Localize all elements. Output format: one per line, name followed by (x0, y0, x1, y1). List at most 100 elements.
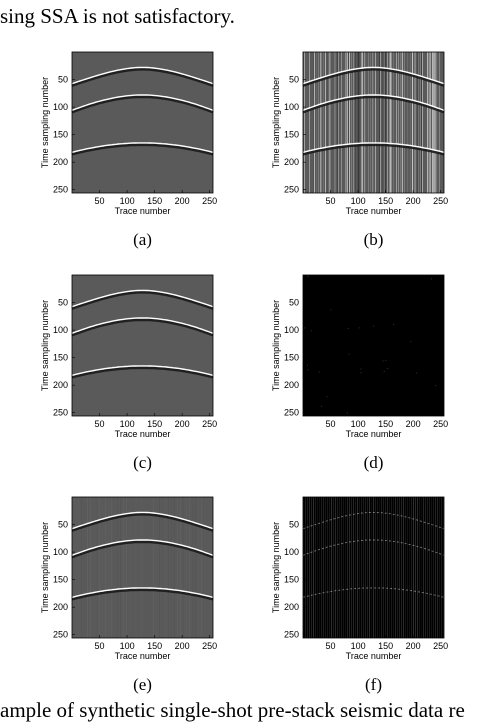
event-shadow (71, 68, 214, 87)
residual-trace (365, 497, 366, 638)
residual-trace (180, 497, 181, 638)
residual-trace (431, 497, 432, 638)
seismic-image-d: 50 100 150 200 250 50 100 150 200 250 Trace number… (271, 274, 448, 439)
residual-trace (357, 497, 358, 638)
noise-trace (410, 52, 411, 193)
reflection-event-1 (71, 66, 214, 85)
figure-panel-e: 50 100 150 200 250 50 100 150 200 250 Trace number… (36, 496, 276, 707)
y-tick-label: 200 (284, 602, 299, 612)
y-tick-label: 250 (53, 630, 68, 640)
y-tick-label: 50 (58, 298, 68, 308)
noise-trace (308, 52, 309, 193)
residual-trace (437, 497, 438, 638)
residual-trace (307, 497, 308, 638)
plot-frame (71, 274, 214, 417)
noise-trace (372, 52, 373, 193)
residual-trace (75, 497, 76, 638)
residual-speck (430, 278, 432, 280)
y-tick-label: 50 (289, 520, 299, 530)
residual-trace (141, 497, 142, 638)
noise-trace (370, 52, 371, 193)
noise-trace (434, 52, 435, 193)
residual-trace (347, 497, 348, 638)
reflection-event-2 (71, 94, 214, 111)
residual-trace (399, 497, 400, 638)
event-shadow (71, 588, 214, 601)
seismic-image-f: 50 100 150 200 250 50 100 150 200 250 Trace number… (271, 496, 448, 661)
noise-trace (422, 52, 423, 193)
residual-trace (349, 497, 350, 638)
seismic-image-b: 50 100 150 200 250 50 100 150 200 250 Trace number… (271, 51, 448, 216)
plot-frame (71, 51, 214, 194)
residual-trace (147, 497, 148, 638)
x-axis-label: Trace number (346, 651, 402, 661)
x-axis-label: Trace number (346, 206, 402, 216)
residual-trace (331, 497, 332, 638)
residual-trace (99, 497, 100, 638)
noise-trace (379, 52, 380, 193)
noise-trace (329, 52, 330, 193)
residual-trace (120, 497, 121, 638)
residual-speck (304, 327, 306, 329)
noise-trace (427, 52, 428, 193)
residual-trace (72, 497, 73, 638)
residual-trace (415, 497, 416, 638)
reflection-event-2 (71, 317, 214, 334)
residual-trace (132, 497, 133, 638)
noise-trace (387, 52, 388, 193)
noise-trace (393, 52, 394, 193)
y-tick-label: 250 (53, 185, 68, 195)
noise-trace (313, 52, 314, 193)
plot-background (303, 275, 444, 416)
residual-trace (361, 497, 362, 638)
residual-trace (305, 497, 306, 638)
noise-trace (375, 52, 376, 193)
y-tick-label: 150 (284, 353, 299, 363)
residual-trace (355, 497, 356, 638)
y-tick-label: 150 (284, 130, 299, 140)
y-tick-label: 250 (284, 408, 299, 418)
residual-trace (335, 497, 336, 638)
residual-speck (347, 328, 349, 330)
residual-trace (423, 497, 424, 638)
residual-trace (168, 497, 169, 638)
y-tick-label: 200 (284, 157, 299, 167)
panel-caption: (d) (363, 453, 384, 472)
reflection-event-3 (302, 142, 445, 153)
residual-trace (174, 497, 175, 638)
y-tick-label: 150 (53, 575, 68, 585)
noise-trace (325, 52, 326, 193)
residual-trace (379, 497, 380, 638)
residual-trace (78, 497, 79, 638)
residual-trace (359, 497, 360, 638)
residual-trace (315, 497, 316, 638)
y-axis-label: Time sampling number (271, 300, 281, 391)
residual-speck (330, 309, 332, 311)
noise-trace (334, 52, 335, 193)
noise-trace (390, 52, 391, 193)
event-shadow (302, 95, 445, 114)
residual-trace (377, 497, 378, 638)
x-tick-label: 250 (433, 419, 448, 429)
noise-trace (364, 52, 365, 193)
noise-trace (398, 52, 399, 193)
residual-speck (320, 405, 322, 407)
residual-trace (443, 497, 444, 638)
y-tick-label: 50 (58, 520, 68, 530)
y-tick-label: 50 (289, 298, 299, 308)
residual-trace (198, 497, 199, 638)
residual-trace (102, 497, 103, 638)
residual-trace (111, 497, 112, 638)
noise-trace (330, 52, 331, 193)
x-tick-label: 250 (202, 641, 217, 651)
plot-background (72, 275, 213, 416)
seismic-image-e: 50 100 150 200 250 50 100 150 200 250 Trace number… (40, 496, 217, 661)
x-tick-label: 50 (95, 641, 105, 651)
noise-trace (321, 52, 322, 193)
residual-trace (405, 497, 406, 638)
reflection-event-2 (302, 539, 445, 556)
noise-trace (430, 52, 431, 193)
residual-trace (419, 497, 420, 638)
noise-trace (345, 52, 346, 193)
x-tick-label: 50 (95, 196, 105, 206)
